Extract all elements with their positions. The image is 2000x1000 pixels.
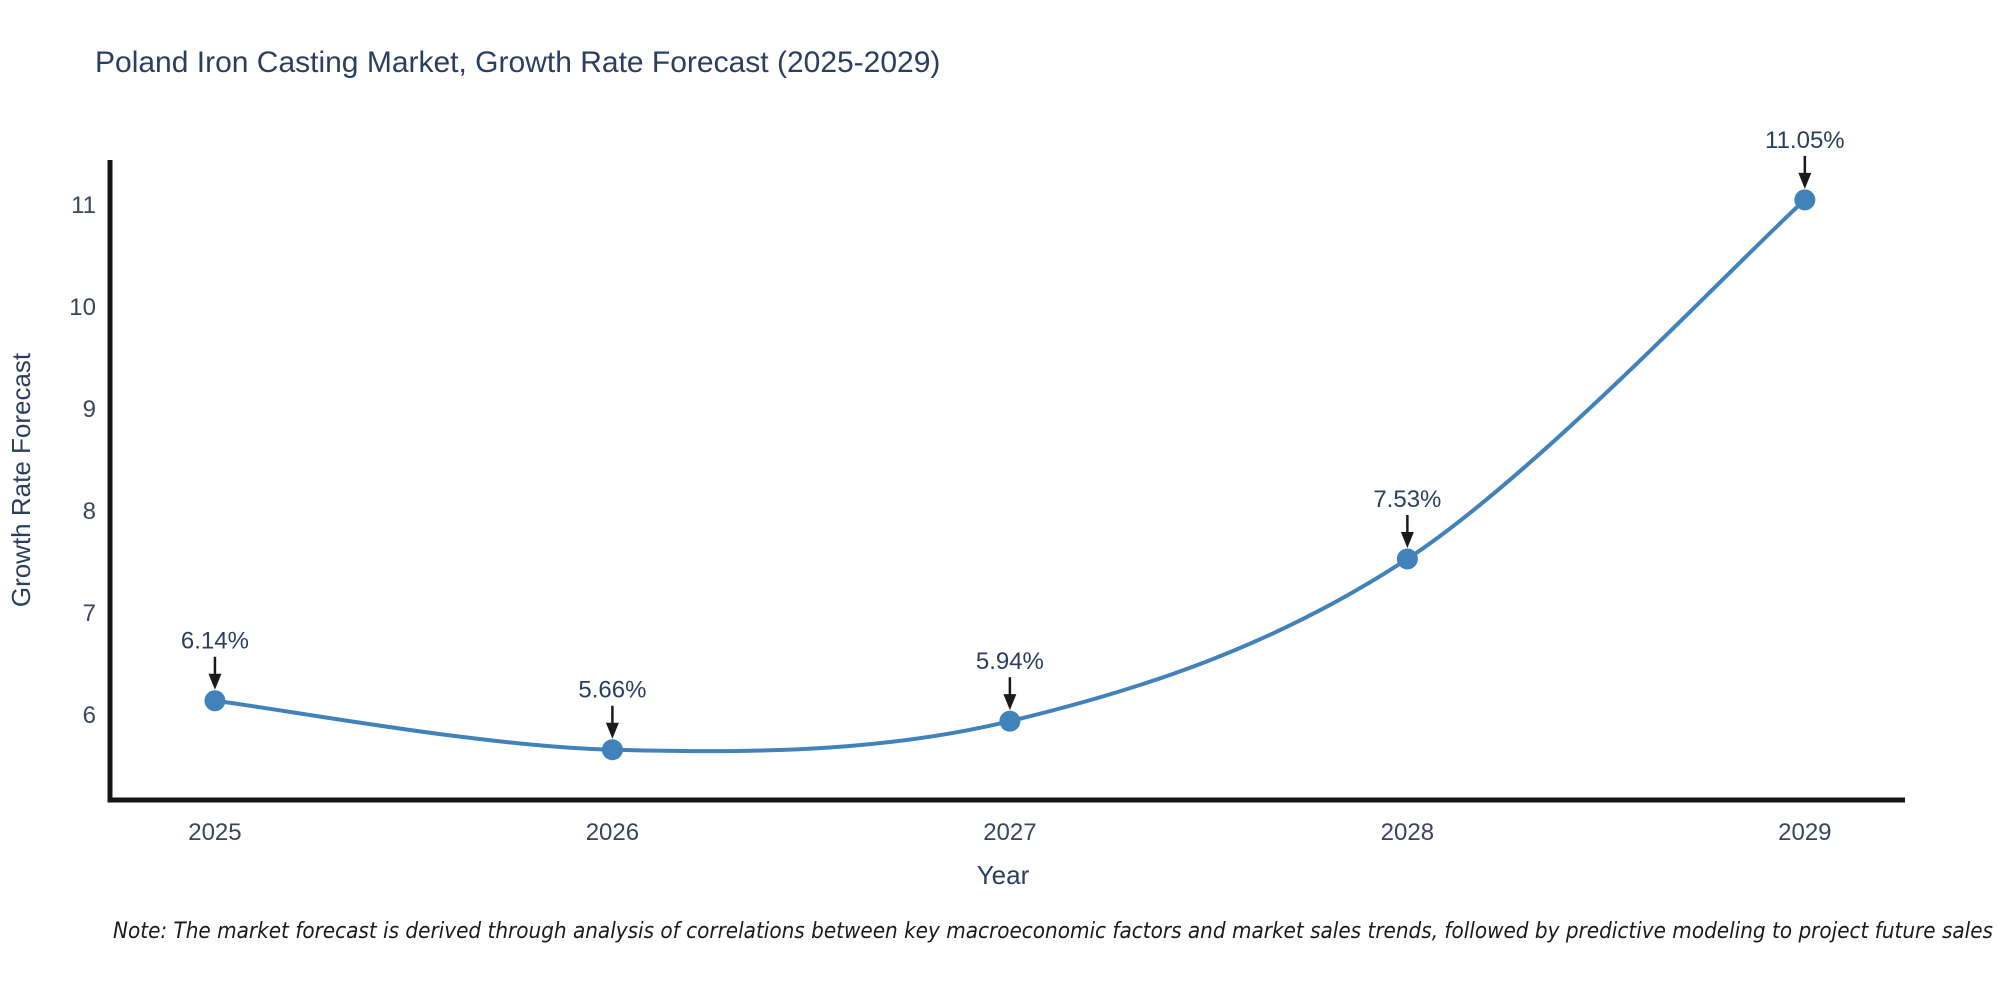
x-tick-label: 2025 (188, 819, 241, 846)
point-annotation: 7.53% (1373, 486, 1441, 548)
annotation-arrowhead-icon (208, 673, 222, 690)
annotation-arrowhead-icon (605, 722, 619, 739)
x-tick-label: 2028 (1381, 819, 1434, 846)
point-annotation: 5.66% (578, 677, 646, 739)
point-annotation: 6.14% (181, 628, 249, 690)
data-point-marker (1396, 548, 1418, 570)
x-tick-label: 2029 (1778, 819, 1831, 846)
x-tick-label: 2026 (586, 819, 639, 846)
x-axis-title: Year (977, 860, 1030, 890)
chart-title: Poland Iron Casting Market, Growth Rate … (95, 46, 940, 79)
point-annotation: 11.05% (1765, 127, 1845, 189)
footnote: Note: The market forecast is derived thr… (113, 919, 1993, 944)
y-axis-tick-labels: 6 7 8 9 10 11 (69, 192, 96, 729)
data-series (204, 189, 1816, 761)
data-point-marker (204, 690, 226, 712)
annotation-arrowhead-icon (1003, 694, 1017, 711)
data-annotations: 6.14% 5.66% 5.94% 7.53% 11.05% (181, 127, 1845, 739)
data-point-marker (1794, 189, 1816, 211)
annotation-label: 6.14% (181, 628, 249, 655)
x-tick-label: 2027 (983, 819, 1036, 846)
data-point-marker (999, 710, 1021, 732)
annotation-arrowhead-icon (1400, 531, 1414, 548)
data-point-marker (601, 739, 623, 761)
annotation-label: 5.94% (976, 648, 1044, 675)
annotation-label: 7.53% (1373, 486, 1441, 513)
annotation-label: 5.66% (578, 677, 646, 704)
y-tick-label: 8 (83, 498, 96, 525)
y-tick-label: 6 (83, 702, 96, 729)
y-tick-label: 11 (71, 192, 96, 219)
point-annotation: 5.94% (976, 648, 1044, 711)
y-axis-title: Growth Rate Forecast (6, 352, 36, 607)
annotation-arrowhead-icon (1798, 172, 1812, 189)
y-tick-label: 9 (83, 396, 96, 423)
y-tick-label: 10 (69, 294, 96, 321)
y-tick-label: 7 (83, 600, 96, 627)
annotation-label: 11.05% (1765, 127, 1845, 154)
x-axis-tick-labels: 2025 2026 2027 2028 2029 (188, 819, 1831, 846)
